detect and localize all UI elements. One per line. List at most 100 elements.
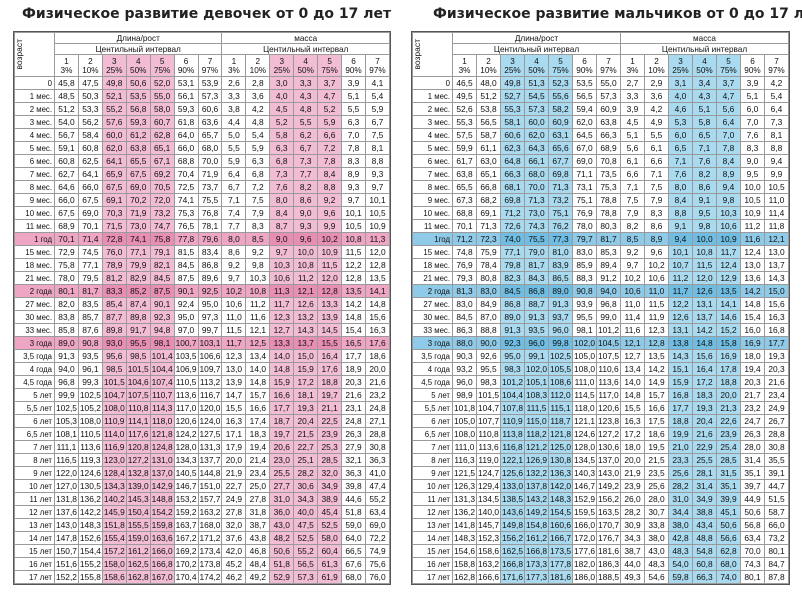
height-cell: 151,8 — [101, 518, 127, 532]
weight-cell: 45,2 — [221, 557, 247, 571]
height-cell: 107,4 — [149, 375, 175, 389]
weight-cell: 23,5 — [644, 466, 669, 480]
weight-cell: 39,1 — [764, 466, 789, 480]
height-cell: 81,7 — [596, 232, 621, 246]
weight-cell: 87,8 — [764, 570, 789, 584]
weight-cell: 3,3 — [620, 89, 645, 103]
weight-cell: 10,1 — [668, 245, 693, 259]
weight-cell: 8,6 — [293, 193, 319, 207]
height-cell: 60,9 — [596, 102, 621, 116]
weight-cell: 10,0 — [692, 232, 717, 246]
weight-cell: 18,6 — [644, 427, 669, 441]
age-cell: 8 мес. — [14, 180, 55, 194]
weight-cell: 14,2 — [692, 323, 717, 337]
weight-cell: 27,8 — [245, 492, 271, 506]
table-row: 9 мес. 67,3 68,2 69,8 71,3 73,2 75,1 78,8 7,5 7,9… — [412, 193, 789, 207]
height-cell: 148,3 — [77, 518, 103, 532]
weight-cell: 8,4 — [668, 193, 693, 207]
weight-cell: 34,9 — [692, 492, 717, 506]
height-cell: 106,9 — [173, 362, 199, 376]
height-cell: 103,1 — [197, 336, 223, 350]
centile-percent: 97% — [369, 65, 386, 75]
height-cell: 110,8 — [125, 401, 151, 415]
table-row: 9 мес. 66,0 67,5 69,1 70,2 72,0 74,1 75,5 7,1 7,5… — [14, 193, 391, 207]
weight-cell: 11,6 — [620, 323, 645, 337]
weight-cell: 48,2 — [269, 531, 295, 545]
height-cell: 118,7 — [548, 414, 573, 428]
weight-cell: 6,7 — [293, 141, 319, 155]
height-cell: 72,8 — [101, 232, 127, 246]
weight-cell: 16,6 — [269, 388, 295, 402]
table-row: 4 года 93,2 95,5 98,3 102,0 105,5 108,0 110,6 13… — [412, 362, 789, 376]
weight-cell: 54,6 — [644, 570, 669, 584]
height-cell: 162,5 — [125, 557, 151, 571]
height-cell: 60,0 — [524, 115, 549, 129]
age-cell: 15 лет — [412, 544, 453, 558]
weight-cell: 11,2 — [740, 219, 765, 233]
weight-cell: 14,2 — [644, 362, 669, 376]
weight-cell: 2,6 — [221, 76, 247, 90]
height-cell: 81,0 — [548, 245, 573, 259]
height-cell: 173,4 — [197, 544, 223, 558]
weight-cell: 7,6 — [692, 154, 717, 168]
height-cell: 154,2 — [149, 505, 175, 519]
height-cell: 75,8 — [54, 258, 79, 272]
age-cell: 0 — [14, 76, 55, 90]
height-cell: 105,5 — [548, 362, 573, 376]
weight-cell: 10,9 — [740, 206, 765, 220]
height-cell: 81,2 — [101, 271, 127, 285]
height-cell: 110,7 — [149, 388, 175, 402]
height-cell: 66,1 — [524, 154, 549, 168]
height-interval-header: Центильный интервал — [53, 43, 223, 55]
weight-cell: 2,7 — [620, 76, 645, 90]
centile-number: 4 — [534, 56, 539, 66]
height-cell: 90,1 — [149, 297, 175, 311]
weight-cell: 7,5 — [364, 128, 391, 142]
height-cell: 84,3 — [524, 271, 549, 285]
height-cell: 131,8 — [54, 492, 79, 506]
height-cell: 105,1 — [524, 375, 549, 389]
height-cell: 69,1 — [101, 193, 127, 207]
weight-cell: 31,8 — [245, 505, 271, 519]
weight-cell: 5,2 — [269, 115, 295, 129]
weight-cell: 5,5 — [341, 102, 366, 116]
height-cell: 152,2 — [54, 570, 79, 584]
age-cell: 3 мес. — [412, 115, 453, 129]
height-cell: 68,0 — [197, 141, 223, 155]
height-centile-2: 2 10% — [476, 54, 501, 77]
height-cell: 60,0 — [101, 128, 127, 142]
height-cell: 107,7 — [476, 414, 501, 428]
weight-cell: 21,6 — [341, 388, 366, 402]
height-cell: 116,9 — [101, 440, 127, 454]
height-cell: 90,3 — [452, 349, 477, 363]
height-cell: 78,0 — [572, 219, 597, 233]
height-cell: 94,0 — [596, 284, 621, 298]
height-cell: 116,3 — [452, 453, 477, 467]
height-centile-3: 3 25% — [101, 54, 127, 77]
weight-cell: 15,4 — [740, 310, 765, 324]
weight-cell: 11,5 — [317, 258, 343, 272]
weight-cell: 6,6 — [620, 167, 645, 181]
weight-cell: 12,1 — [620, 336, 645, 350]
weight-cell: 12,9 — [716, 271, 741, 285]
weight-cell: 4,5 — [269, 102, 295, 116]
weight-cell: 21,9 — [620, 466, 645, 480]
weight-cell: 35,1 — [740, 466, 765, 480]
weight-cell: 39,9 — [716, 492, 741, 506]
weight-cell: 7,0 — [341, 128, 366, 142]
age-cell: 30 мес. — [412, 310, 453, 324]
weight-cell: 13,2 — [293, 310, 319, 324]
height-cell: 159,5 — [572, 505, 597, 519]
weight-cell: 8,5 — [245, 232, 271, 246]
age-cell: 11 мес. — [412, 219, 453, 233]
height-cell: 154,8 — [524, 518, 549, 532]
weight-cell: 12,1 — [764, 232, 789, 246]
height-cell: 137,0 — [596, 453, 621, 467]
height-cell: 117,6 — [125, 427, 151, 441]
height-cell: 99,7 — [197, 323, 223, 337]
height-cell: 73,7 — [197, 180, 223, 194]
centile-percent: 10% — [480, 65, 497, 75]
height-cell: 79,1 — [149, 245, 175, 259]
height-cell: 85,7 — [77, 310, 103, 324]
weight-cell: 9,2 — [245, 245, 271, 259]
